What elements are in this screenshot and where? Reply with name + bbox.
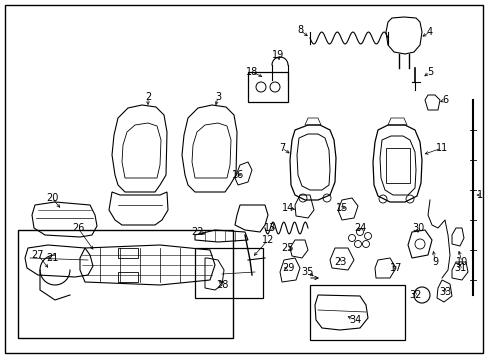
Bar xyxy=(18,230,232,338)
Text: 35: 35 xyxy=(301,267,314,277)
Text: 1: 1 xyxy=(476,190,482,200)
Text: 12: 12 xyxy=(261,235,274,245)
Text: 21: 21 xyxy=(46,253,58,263)
Text: 13: 13 xyxy=(264,223,276,233)
Text: 7: 7 xyxy=(278,143,285,153)
Text: 32: 32 xyxy=(408,290,420,300)
Text: 19: 19 xyxy=(271,50,284,60)
Text: 33: 33 xyxy=(438,287,450,297)
Text: 9: 9 xyxy=(431,257,437,267)
Bar xyxy=(195,248,263,298)
Text: 10: 10 xyxy=(455,257,467,267)
Text: 6: 6 xyxy=(441,95,447,105)
Text: 17: 17 xyxy=(389,263,401,273)
Text: 29: 29 xyxy=(281,263,294,273)
Text: 24: 24 xyxy=(353,223,366,233)
Bar xyxy=(385,148,409,183)
Text: 3: 3 xyxy=(215,92,221,102)
Text: 4: 4 xyxy=(426,27,432,37)
Text: 34: 34 xyxy=(348,315,360,325)
Bar xyxy=(309,285,404,340)
Text: 18: 18 xyxy=(245,67,258,77)
Text: 27: 27 xyxy=(32,250,44,260)
Text: 16: 16 xyxy=(231,170,244,180)
Text: 11: 11 xyxy=(435,143,447,153)
Text: 23: 23 xyxy=(333,257,346,267)
Text: 28: 28 xyxy=(215,280,228,290)
Text: 14: 14 xyxy=(281,203,293,213)
Text: 26: 26 xyxy=(72,223,84,233)
Text: 22: 22 xyxy=(191,227,204,237)
Text: 25: 25 xyxy=(281,243,294,253)
Text: 2: 2 xyxy=(144,92,151,102)
Bar xyxy=(247,72,287,102)
Text: 30: 30 xyxy=(411,223,423,233)
Text: 15: 15 xyxy=(335,203,347,213)
Text: 5: 5 xyxy=(426,67,432,77)
Text: 20: 20 xyxy=(46,193,58,203)
Text: 31: 31 xyxy=(453,263,465,273)
Text: 8: 8 xyxy=(296,25,303,35)
